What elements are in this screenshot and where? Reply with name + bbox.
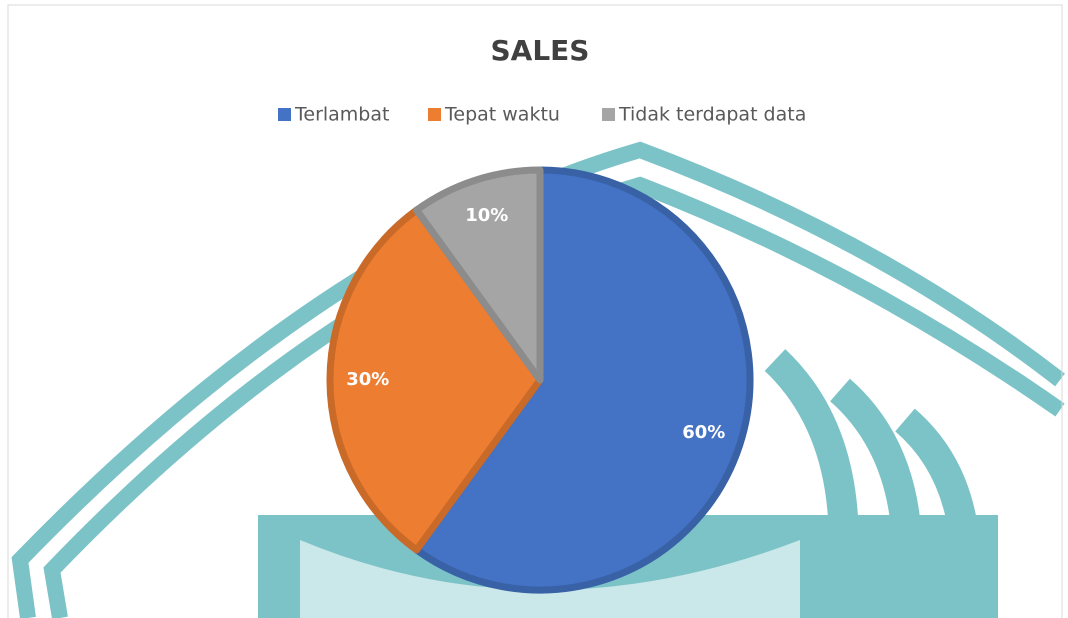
data-label: 60% [682, 422, 725, 443]
data-label: 10% [465, 205, 508, 226]
legend-label: Tidak terdapat data [618, 104, 806, 126]
legend-swatch [278, 108, 291, 121]
legend-label: Tepat waktu [444, 104, 560, 126]
data-label: 30% [346, 369, 389, 390]
legend-label: Terlambat [294, 104, 389, 126]
legend-swatch [602, 108, 615, 121]
chart-title: SALES [491, 34, 590, 67]
page: {"chart_data": {"type": "pie", "title": … [0, 0, 1068, 618]
legend-swatch [428, 108, 441, 121]
chart: SALES Terlambat Tepat waktu Tidak terdapat… [0, 0, 1068, 618]
